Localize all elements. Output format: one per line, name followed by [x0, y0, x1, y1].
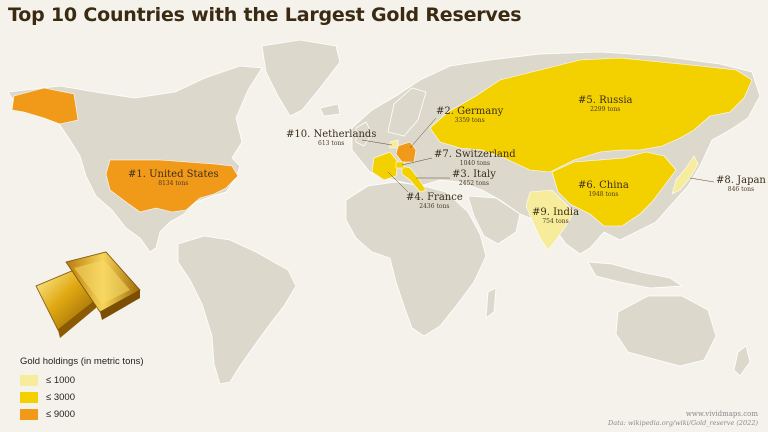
label-name: #5. Russia — [578, 95, 633, 106]
country-united-states — [105, 159, 239, 213]
label-switzerland: #7. Switzerland 1040 tons — [434, 150, 516, 167]
legend-item: ≤ 1000 — [20, 372, 144, 389]
country-france — [371, 151, 399, 181]
legend-swatch-high — [20, 409, 38, 420]
label-germany: #2. Germany 3359 tons — [436, 107, 503, 124]
data-source: Data: wikipedia.org/wiki/Gold_reserve (2… — [608, 418, 758, 427]
label-india: #9. India 754 tons — [532, 208, 579, 225]
land-arabia — [467, 195, 521, 245]
legend-title: Gold holdings (in metric tons) — [20, 356, 144, 367]
label-tons: 3359 tons — [454, 117, 485, 124]
land-indonesia — [587, 261, 684, 289]
country-russia — [429, 57, 753, 173]
label-tons: 846 tons — [727, 186, 755, 193]
label-tons: 1948 tons — [588, 191, 619, 198]
label-china: #6. China 1948 tons — [578, 181, 629, 198]
label-name: #8. Japan — [716, 175, 766, 186]
site-credit: www.vividmaps.com — [685, 410, 758, 418]
legend-swatch-low — [20, 375, 38, 386]
credits: www.vividmaps.com Data: wikipedia.org/wi… — [608, 410, 758, 427]
label-name: #1. United States — [128, 169, 219, 180]
land-new-zealand — [733, 345, 751, 377]
leader-france — [387, 171, 409, 193]
country-netherlands — [389, 139, 399, 149]
legend: Gold holdings (in metric tons) ≤ 1000 ≤ … — [20, 356, 144, 423]
label-tons: 2452 tons — [458, 180, 490, 187]
country-alaska — [11, 87, 79, 125]
label-tons: 754 tons — [542, 218, 569, 225]
land-uk — [355, 121, 373, 147]
legend-label: ≤ 9000 — [46, 409, 75, 420]
country-italy — [401, 165, 427, 193]
land-scandinavia — [387, 87, 427, 137]
legend-item: ≤ 3000 — [20, 389, 144, 406]
label-italy: #3. Italy 2452 tons — [452, 170, 496, 187]
label-name: #7. Switzerland — [434, 149, 516, 160]
label-name: #3. Italy — [452, 169, 496, 180]
label-name: #4. France — [406, 192, 463, 203]
leader-switzerland — [401, 157, 433, 166]
label-tons: 8134 tons — [158, 180, 189, 187]
legend-item: ≤ 9000 — [20, 406, 144, 423]
page-title: Top 10 Countries with the Largest Gold R… — [8, 4, 522, 26]
land-greenland — [261, 39, 341, 117]
land-africa — [345, 181, 487, 337]
land-madagascar — [485, 287, 497, 319]
leader-germany — [409, 117, 437, 149]
label-united-states: #1. United States 8134 tons — [128, 170, 219, 187]
label-name: #9. India — [532, 207, 580, 218]
label-russia: #5. Russia 2299 tons — [578, 96, 633, 113]
gold-bars-illustration — [35, 251, 141, 338]
label-japan: #8. Japan 846 tons — [716, 176, 766, 193]
label-france: #4. France 2436 tons — [406, 193, 463, 210]
country-japan — [671, 155, 699, 195]
label-name: #2. Germany — [436, 106, 504, 117]
legend-label: ≤ 1000 — [46, 375, 75, 386]
legend-swatch-mid — [20, 392, 38, 403]
label-tons: 2299 tons — [590, 106, 621, 113]
land-south-america — [177, 235, 297, 385]
leader-japan — [689, 177, 715, 183]
label-tons: 613 tons — [318, 140, 345, 147]
legend-label: ≤ 3000 — [46, 392, 75, 403]
country-india — [525, 189, 575, 251]
land-iceland — [319, 103, 341, 117]
country-switzerland — [395, 161, 405, 169]
land-australia — [615, 295, 717, 367]
label-name: #10. Netherlands — [286, 129, 377, 140]
label-tons: 1040 tons — [459, 160, 490, 167]
label-tons: 2436 tons — [419, 203, 450, 210]
label-netherlands: #10. Netherlands 613 tons — [286, 130, 376, 147]
leader-netherlands — [361, 139, 393, 146]
country-china — [551, 151, 677, 227]
label-name: #6. China — [578, 180, 629, 191]
